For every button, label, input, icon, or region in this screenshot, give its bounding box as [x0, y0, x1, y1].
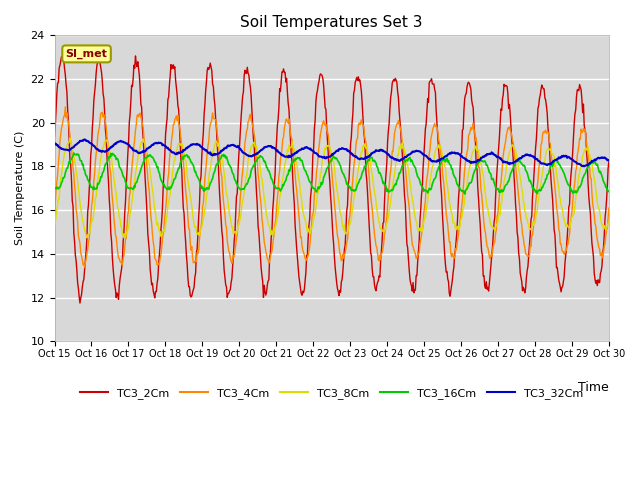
Y-axis label: Soil Temperature (C): Soil Temperature (C) [15, 131, 25, 245]
Text: SI_met: SI_met [66, 49, 108, 59]
Title: Soil Temperatures Set 3: Soil Temperatures Set 3 [241, 15, 423, 30]
Text: Time: Time [578, 381, 609, 394]
Legend: TC3_2Cm, TC3_4Cm, TC3_8Cm, TC3_16Cm, TC3_32Cm: TC3_2Cm, TC3_4Cm, TC3_8Cm, TC3_16Cm, TC3… [76, 383, 588, 403]
